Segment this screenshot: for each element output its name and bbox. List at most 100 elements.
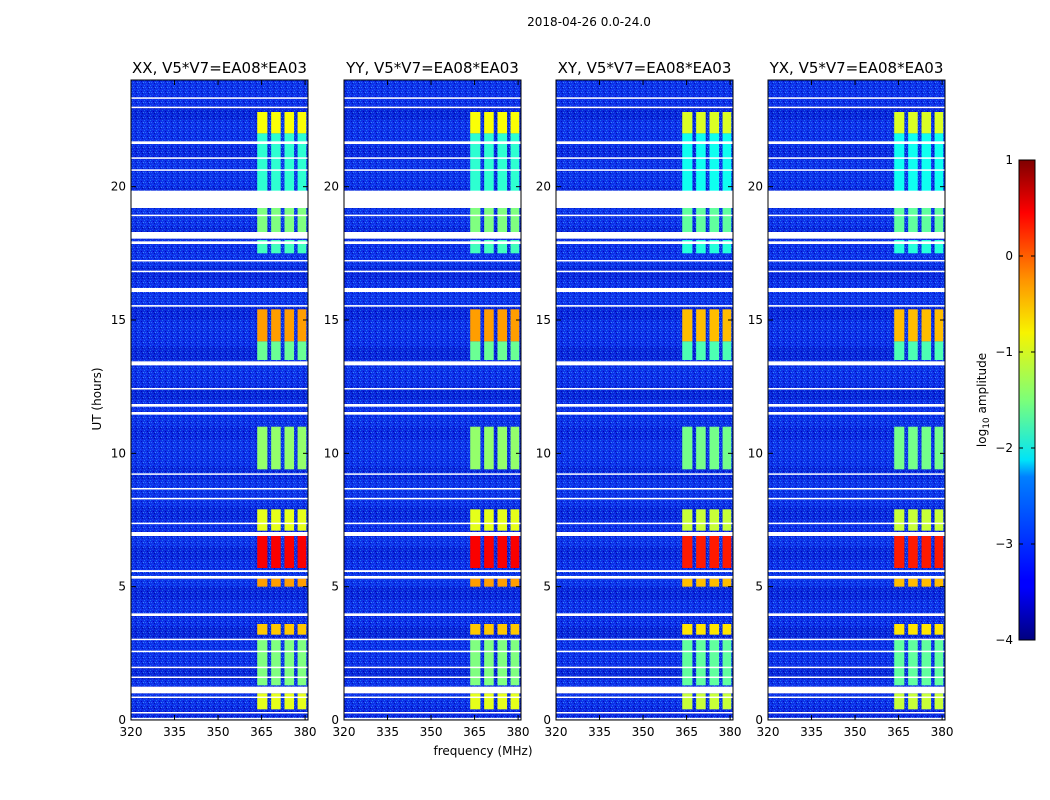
noise-stripe <box>768 693 945 707</box>
flagged-row <box>131 106 308 109</box>
flagged-row <box>768 686 945 694</box>
flagged-row <box>344 169 521 171</box>
flagged-row <box>556 522 733 525</box>
flagged-row <box>768 260 945 262</box>
flagged-row <box>131 190 308 208</box>
panel-title: YX, V5*V7=EA08*EA03 <box>769 59 944 77</box>
rfi-cell <box>921 133 932 192</box>
flagged-row <box>768 638 945 641</box>
y-tick-label: 10 <box>748 446 763 460</box>
rfi-cell <box>284 208 295 232</box>
rfi-cell <box>894 309 905 342</box>
rfi-cell <box>682 341 693 360</box>
noise-stripe <box>344 440 521 454</box>
flagged-row <box>344 650 521 653</box>
noise-stripe <box>556 133 733 147</box>
x-tick-label: 350 <box>844 725 867 739</box>
flagged-row <box>131 388 308 390</box>
rfi-cell <box>257 624 268 635</box>
rfi-cell <box>510 133 520 192</box>
flagged-row <box>768 157 945 159</box>
flagged-row <box>768 404 945 407</box>
noise-stripe <box>768 546 945 560</box>
rfi-cell <box>894 240 905 254</box>
noise-stripe <box>556 93 733 107</box>
x-tick-label: 365 <box>250 725 273 739</box>
flagged-row <box>556 141 733 144</box>
rfi-cell <box>510 309 520 342</box>
rfi-cell <box>722 509 732 531</box>
rfi-cell <box>510 536 520 568</box>
flagged-row <box>768 570 945 572</box>
noise-stripe <box>768 160 945 174</box>
noise-stripe <box>556 653 733 667</box>
y-tick-label: 15 <box>111 313 126 327</box>
rfi-cell <box>682 112 693 134</box>
rfi-cell <box>934 208 944 232</box>
noise-stripe <box>344 173 521 187</box>
noise-stripe <box>344 600 521 614</box>
flagged-row <box>556 270 733 273</box>
noise-stripe <box>768 493 945 507</box>
rfi-cell <box>497 208 508 232</box>
rfi-cell <box>682 640 693 686</box>
flagged-row <box>556 570 733 572</box>
rfi-cell <box>709 578 720 587</box>
rfi-cell <box>908 133 918 192</box>
y-tick-label: 15 <box>324 313 339 327</box>
figure-suptitle: 2018-04-26 0.0-24.0 <box>527 15 651 29</box>
rfi-cell <box>470 341 481 360</box>
rfi-cell <box>722 640 732 686</box>
rfi-cell <box>271 309 281 342</box>
rfi-cell <box>470 509 481 531</box>
x-tick-label: 365 <box>887 725 910 739</box>
rfi-cell <box>696 208 706 232</box>
rfi-cell <box>894 624 905 635</box>
rfi-cell <box>722 624 732 635</box>
rfi-cell <box>921 341 932 360</box>
rfi-cell <box>696 133 706 192</box>
rfi-cell <box>497 309 508 342</box>
rfi-cell <box>709 426 720 470</box>
rfi-cell <box>894 341 905 360</box>
flagged-row <box>344 270 521 273</box>
flagged-row <box>556 696 733 699</box>
noise-stripe <box>556 440 733 454</box>
rfi-cell <box>484 426 494 470</box>
noise-stripe <box>131 546 308 560</box>
flagged-row <box>131 473 308 475</box>
flagged-row <box>556 650 733 653</box>
noise-stripe <box>344 93 521 107</box>
rfi-cell <box>284 536 295 568</box>
flagged-row <box>344 686 521 694</box>
rfi-cell <box>908 578 918 587</box>
rfi-cell <box>921 536 932 568</box>
flagged-row <box>131 532 308 536</box>
flagged-row <box>131 712 308 714</box>
noise-stripe <box>131 480 308 494</box>
noise-stripe <box>768 626 945 640</box>
rfi-cell <box>682 536 693 568</box>
flagged-row <box>768 576 945 579</box>
noise-stripe <box>344 613 521 627</box>
flagged-row <box>556 488 733 490</box>
noise-stripe <box>131 453 308 467</box>
rfi-cell <box>470 208 481 232</box>
flagged-row <box>768 473 945 475</box>
noise-stripe <box>556 546 733 560</box>
flagged-row <box>556 288 733 292</box>
rfi-cell <box>470 309 481 342</box>
noise-stripe <box>556 626 733 640</box>
rfi-cell <box>682 509 693 531</box>
rfi-cell <box>484 112 494 134</box>
y-tick-label: 0 <box>543 713 551 727</box>
rfi-cell <box>934 426 944 470</box>
flagged-row <box>768 288 945 292</box>
flagged-row <box>344 412 521 415</box>
noise-stripe <box>556 306 733 320</box>
flagged-row <box>131 666 308 669</box>
rfi-cell <box>271 536 281 568</box>
noise-stripe <box>344 453 521 467</box>
flagged-row <box>768 232 945 239</box>
rfi-cell <box>908 309 918 342</box>
